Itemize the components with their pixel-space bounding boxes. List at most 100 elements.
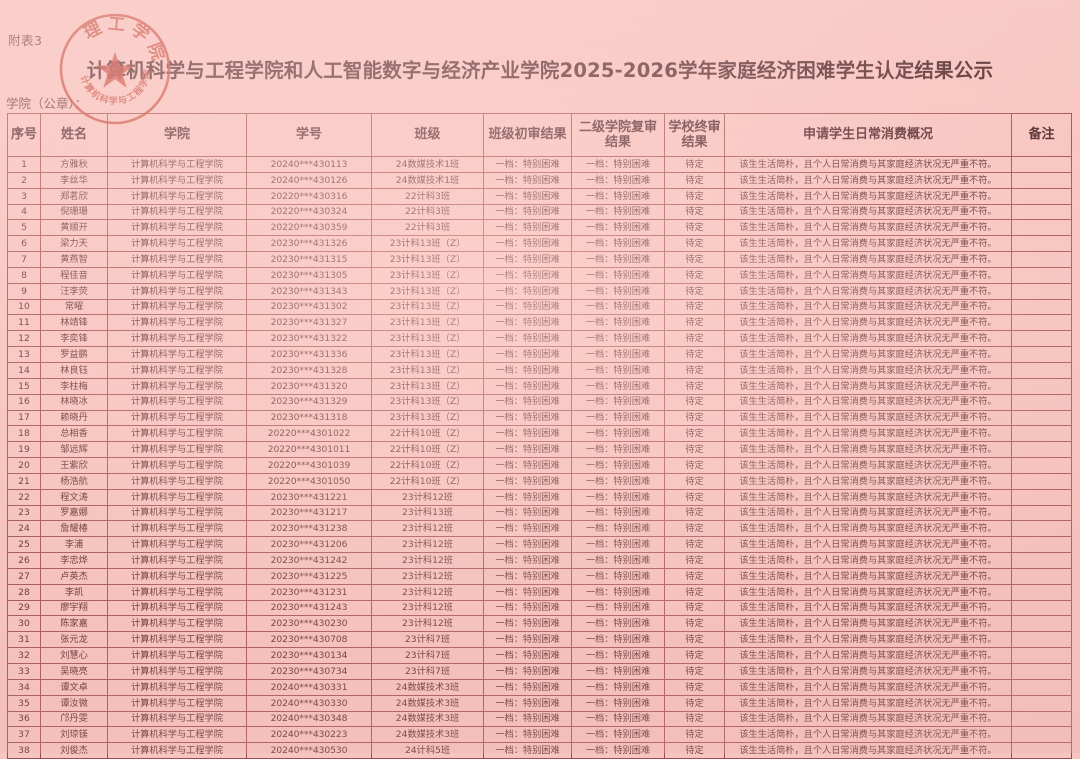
cell-student-name: 刘俊杰 xyxy=(40,742,108,759)
table-row: 19 邹远辉 计算机科学与工程学院 20220***4301011 22计科10班（Z）… xyxy=(7,441,1072,459)
column-header-remark: 备注 xyxy=(1011,113,1072,157)
cell-college: 计算机科学与工程学院 xyxy=(107,678,247,696)
cell-class-first-review: 一档：特别困难 xyxy=(483,488,572,506)
cell-college: 计算机科学与工程学院 xyxy=(107,441,247,459)
cell-remark xyxy=(1011,330,1072,348)
cell-class: 24计科5班 xyxy=(371,742,484,759)
table-row: 26 李忠烨 计算机科学与工程学院 20230***431242 23计科12班 一档：特… xyxy=(7,552,1072,569)
cell-student-id: 20230***431336 xyxy=(246,346,372,363)
cell-school-final-review: 待定 xyxy=(664,171,725,189)
cell-class-first-review: 一档：特别困难 xyxy=(483,441,572,459)
cell-consumption: 该生生活简朴，且个人日常消费与其家庭经济状况无严重不符。 xyxy=(724,694,1012,712)
cell-school-final-review: 待定 xyxy=(664,552,725,569)
cell-remark xyxy=(1011,599,1072,617)
cell-class: 23计科13班（Z） xyxy=(371,377,484,395)
cell-college-second-review: 一档：特别困难 xyxy=(571,314,665,332)
cell-school-final-review: 待定 xyxy=(664,251,725,268)
cell-school-final-review: 待定 xyxy=(664,710,725,728)
cell-class-first-review: 一档：特别困难 xyxy=(483,171,572,189)
cell-college: 计算机科学与工程学院 xyxy=(107,742,247,759)
table-row: 3 郑茗欣 计算机科学与工程学院 20220***430316 22计科3班 一档：特别困… xyxy=(7,187,1072,205)
cell-index: 9 xyxy=(7,282,41,300)
cell-college-second-review: 一档：特别困难 xyxy=(571,663,665,680)
cell-remark xyxy=(1011,631,1072,649)
cell-remark xyxy=(1011,282,1072,300)
cell-student-name: 张元龙 xyxy=(40,631,108,649)
table-row: 17 赖晓丹 计算机科学与工程学院 20230***431318 23计科13班（Z）一… xyxy=(7,409,1072,427)
cell-school-final-review: 待定 xyxy=(664,472,725,490)
cell-school-final-review: 待定 xyxy=(664,726,725,744)
cell-consumption: 该生生活简朴，且个人日常消费与其家庭经济状况无严重不符。 xyxy=(724,251,1012,268)
cell-student-name: 李忠烨 xyxy=(40,552,108,569)
cell-remark xyxy=(1011,457,1072,474)
cell-remark xyxy=(1011,251,1072,268)
cell-class: 23计科13班（Z） xyxy=(371,266,484,284)
cell-class-first-review: 一档：特别困难 xyxy=(483,583,572,601)
cell-college: 计算机科学与工程学院 xyxy=(107,393,247,411)
cell-student-name: 刘慧心 xyxy=(40,647,108,664)
cell-school-final-review: 待定 xyxy=(664,203,725,221)
cell-college: 计算机科学与工程学院 xyxy=(107,377,247,395)
cell-consumption: 该生生活简朴，且个人日常消费与其家庭经济状况无严重不符。 xyxy=(724,441,1012,459)
cell-index: 6 xyxy=(7,235,41,253)
cell-student-name: 程文涛 xyxy=(40,488,108,506)
cell-college: 计算机科学与工程学院 xyxy=(107,504,247,522)
cell-college: 计算机科学与工程学院 xyxy=(107,171,247,189)
cell-student-name: 廖宇翔 xyxy=(40,599,108,617)
cell-student-name: 程佳音 xyxy=(40,266,108,284)
cell-consumption: 该生生活简朴，且个人日常消费与其家庭经济状况无严重不符。 xyxy=(724,330,1012,348)
table-row: 11 林靖锋 计算机科学与工程学院 20230***431327 23计科13班（Z）一… xyxy=(7,314,1072,332)
cell-index: 14 xyxy=(7,361,41,379)
cell-remark xyxy=(1011,552,1072,569)
cell-remark xyxy=(1011,441,1072,459)
cell-index: 12 xyxy=(7,330,41,348)
cell-college: 计算机科学与工程学院 xyxy=(107,330,247,348)
cell-consumption: 该生生活简朴，且个人日常消费与其家庭经济状况无严重不符。 xyxy=(724,457,1012,474)
cell-class: 23计科12班 xyxy=(371,552,484,569)
cell-college: 计算机科学与工程学院 xyxy=(107,599,247,617)
cell-index: 29 xyxy=(7,599,41,617)
cell-student-name: 刘琼镁 xyxy=(40,726,108,744)
cell-school-final-review: 待定 xyxy=(664,520,725,538)
cell-class-first-review: 一档：特别困难 xyxy=(483,377,572,395)
cell-student-id: 20220***4301022 xyxy=(246,425,372,443)
cell-student-name: 林晓冰 xyxy=(40,393,108,411)
cell-class-first-review: 一档：特别困难 xyxy=(483,742,572,759)
cell-class: 23计科13班（Z） xyxy=(371,235,484,253)
cell-college: 计算机科学与工程学院 xyxy=(107,409,247,427)
cell-college-second-review: 一档：特别困难 xyxy=(571,298,665,316)
cell-class-first-review: 一档：特别困难 xyxy=(483,710,572,728)
cell-index: 3 xyxy=(7,187,41,205)
cell-college-second-review: 一档：特别困难 xyxy=(571,694,665,712)
table-row: 4 倪珊珊 计算机科学与工程学院 20220***430324 22计科3班 一档：特别困… xyxy=(7,203,1072,221)
cell-consumption: 该生生活简朴，且个人日常消费与其家庭经济状况无严重不符。 xyxy=(724,203,1012,221)
cell-student-name: 王紫欣 xyxy=(40,457,108,474)
cell-student-id: 20240***430126 xyxy=(246,171,372,189)
cell-class: 23计科13班 xyxy=(371,504,484,522)
cell-student-name: 李柱梅 xyxy=(40,377,108,395)
cell-remark xyxy=(1011,583,1072,601)
cell-school-final-review: 待定 xyxy=(664,409,725,427)
cell-class-first-review: 一档：特别困难 xyxy=(483,615,572,633)
cell-class-first-review: 一档：特别困难 xyxy=(483,536,572,554)
cell-student-id: 20240***430331 xyxy=(246,678,372,696)
cell-remark xyxy=(1011,742,1072,759)
cell-consumption: 该生生活简朴，且个人日常消费与其家庭经济状况无严重不符。 xyxy=(724,409,1012,427)
column-header-class-first-review: 班级初审结果 xyxy=(483,113,572,157)
cell-remark xyxy=(1011,235,1072,253)
cell-index: 16 xyxy=(7,393,41,411)
cell-school-final-review: 待定 xyxy=(664,330,725,348)
cell-student-id: 20230***431320 xyxy=(246,377,372,395)
table-row: 22 程文涛 计算机科学与工程学院 20230***431221 23计科12班 一档：特… xyxy=(7,488,1072,506)
table-body: 1 方雅秋 计算机科学与工程学院 20240***430113 24数媒技术1班 一档：特… xyxy=(7,156,1072,759)
cell-class: 23计科13班（Z） xyxy=(371,393,484,411)
cell-student-name: 总相香 xyxy=(40,425,108,443)
table-row: 16 林晓冰 计算机科学与工程学院 20230***431329 23计科13班（Z）一… xyxy=(7,393,1072,411)
cell-school-final-review: 待定 xyxy=(664,219,725,237)
cell-college: 计算机科学与工程学院 xyxy=(107,156,247,173)
cell-student-name: 吴晓亮 xyxy=(40,663,108,680)
cell-student-name: 邝丹雯 xyxy=(40,710,108,728)
table-row: 6 梁力天 计算机科学与工程学院 20230***431326 23计科13班（Z） 一档… xyxy=(7,235,1072,253)
cell-college-second-review: 一档：特别困难 xyxy=(571,330,665,348)
cell-index: 25 xyxy=(7,536,41,554)
